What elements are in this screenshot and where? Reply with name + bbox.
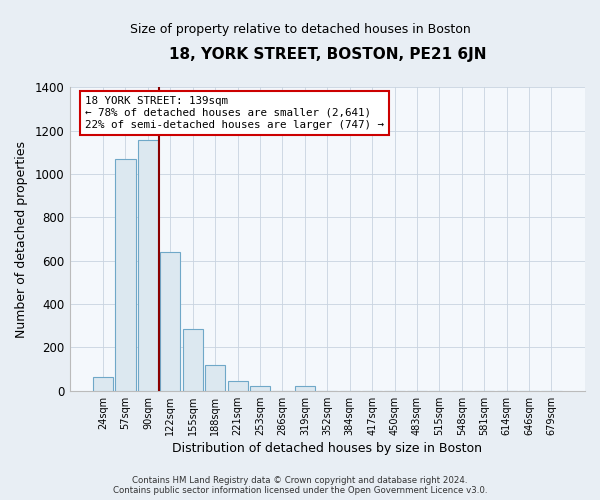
Y-axis label: Number of detached properties: Number of detached properties	[15, 140, 28, 338]
Text: Contains HM Land Registry data © Crown copyright and database right 2024.
Contai: Contains HM Land Registry data © Crown c…	[113, 476, 487, 495]
Bar	[115, 159, 136, 391]
Bar	[205, 365, 225, 391]
Text: 18 YORK STREET: 139sqm
← 78% of detached houses are smaller (2,641)
22% of semi-: 18 YORK STREET: 139sqm ← 78% of detached…	[85, 96, 384, 130]
Bar	[93, 376, 113, 391]
Title: 18, YORK STREET, BOSTON, PE21 6JN: 18, YORK STREET, BOSTON, PE21 6JN	[169, 48, 486, 62]
Bar	[160, 252, 181, 391]
X-axis label: Distribution of detached houses by size in Boston: Distribution of detached houses by size …	[172, 442, 482, 455]
Bar	[250, 386, 270, 391]
Bar	[182, 329, 203, 391]
Bar	[295, 386, 315, 391]
Text: Size of property relative to detached houses in Boston: Size of property relative to detached ho…	[130, 22, 470, 36]
Bar	[227, 380, 248, 391]
Bar	[138, 140, 158, 391]
